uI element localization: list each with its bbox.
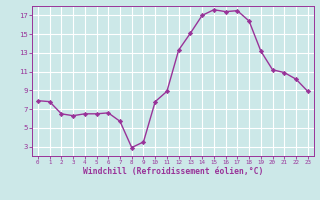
X-axis label: Windchill (Refroidissement éolien,°C): Windchill (Refroidissement éolien,°C) <box>83 167 263 176</box>
